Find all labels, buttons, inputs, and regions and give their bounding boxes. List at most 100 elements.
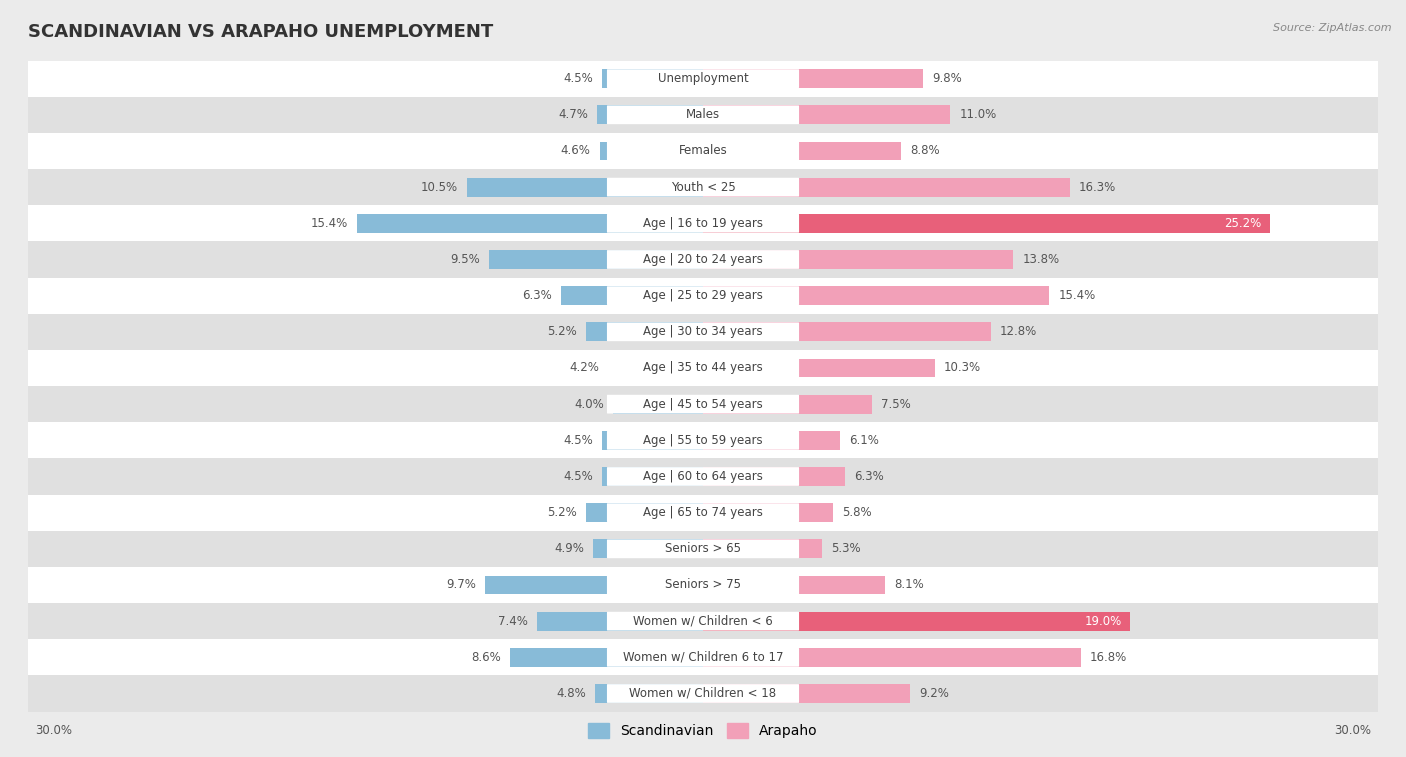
- Text: 16.8%: 16.8%: [1090, 651, 1128, 664]
- Bar: [28, 350, 1378, 386]
- Bar: [703, 394, 872, 413]
- Text: 5.8%: 5.8%: [842, 506, 872, 519]
- FancyBboxPatch shape: [607, 142, 799, 160]
- Text: 9.7%: 9.7%: [446, 578, 475, 591]
- FancyBboxPatch shape: [607, 178, 799, 197]
- Bar: [509, 648, 703, 667]
- Bar: [703, 540, 823, 558]
- Text: 7.5%: 7.5%: [880, 397, 911, 410]
- Bar: [561, 286, 703, 305]
- Text: 5.2%: 5.2%: [547, 326, 576, 338]
- Bar: [537, 612, 703, 631]
- Bar: [28, 603, 1378, 639]
- Text: Age | 55 to 59 years: Age | 55 to 59 years: [643, 434, 763, 447]
- Bar: [593, 540, 703, 558]
- Bar: [703, 431, 841, 450]
- FancyBboxPatch shape: [607, 503, 799, 522]
- Bar: [703, 105, 950, 124]
- Text: Seniors > 65: Seniors > 65: [665, 542, 741, 556]
- Bar: [602, 467, 703, 486]
- Text: Age | 25 to 29 years: Age | 25 to 29 years: [643, 289, 763, 302]
- FancyBboxPatch shape: [607, 575, 799, 594]
- Bar: [28, 386, 1378, 422]
- Text: 4.9%: 4.9%: [554, 542, 583, 556]
- Text: Age | 20 to 24 years: Age | 20 to 24 years: [643, 253, 763, 266]
- Bar: [28, 133, 1378, 169]
- Bar: [28, 169, 1378, 205]
- Text: 16.3%: 16.3%: [1078, 181, 1116, 194]
- Bar: [703, 359, 935, 378]
- Bar: [703, 467, 845, 486]
- FancyBboxPatch shape: [607, 214, 799, 232]
- Bar: [703, 178, 1070, 197]
- Bar: [28, 531, 1378, 567]
- Text: 5.2%: 5.2%: [547, 506, 576, 519]
- Bar: [586, 322, 703, 341]
- Bar: [602, 69, 703, 88]
- Text: 7.4%: 7.4%: [498, 615, 527, 628]
- Text: 4.0%: 4.0%: [574, 397, 605, 410]
- Bar: [703, 250, 1014, 269]
- FancyBboxPatch shape: [607, 70, 799, 88]
- Text: Unemployment: Unemployment: [658, 72, 748, 85]
- Text: 4.6%: 4.6%: [561, 145, 591, 157]
- Text: SCANDINAVIAN VS ARAPAHO UNEMPLOYMENT: SCANDINAVIAN VS ARAPAHO UNEMPLOYMENT: [28, 23, 494, 41]
- Bar: [28, 61, 1378, 97]
- Bar: [28, 459, 1378, 494]
- Text: 5.3%: 5.3%: [831, 542, 860, 556]
- FancyBboxPatch shape: [607, 359, 799, 377]
- Bar: [28, 313, 1378, 350]
- Bar: [703, 214, 1270, 232]
- Bar: [703, 612, 1130, 631]
- Text: Women w/ Children < 6: Women w/ Children < 6: [633, 615, 773, 628]
- Bar: [28, 567, 1378, 603]
- Text: Age | 60 to 64 years: Age | 60 to 64 years: [643, 470, 763, 483]
- Bar: [485, 575, 703, 594]
- Text: Age | 30 to 34 years: Age | 30 to 34 years: [643, 326, 763, 338]
- Legend: Scandinavian, Arapaho: Scandinavian, Arapaho: [582, 718, 824, 743]
- Text: 30.0%: 30.0%: [1334, 724, 1371, 737]
- Text: Age | 16 to 19 years: Age | 16 to 19 years: [643, 217, 763, 230]
- Text: 10.3%: 10.3%: [943, 362, 981, 375]
- Bar: [28, 675, 1378, 712]
- Bar: [28, 639, 1378, 675]
- FancyBboxPatch shape: [607, 250, 799, 269]
- Bar: [703, 286, 1049, 305]
- Bar: [703, 142, 901, 160]
- Bar: [598, 105, 703, 124]
- Bar: [467, 178, 703, 197]
- Text: 4.7%: 4.7%: [558, 108, 588, 121]
- FancyBboxPatch shape: [607, 467, 799, 486]
- Text: 8.8%: 8.8%: [910, 145, 939, 157]
- FancyBboxPatch shape: [607, 322, 799, 341]
- Text: Age | 65 to 74 years: Age | 65 to 74 years: [643, 506, 763, 519]
- FancyBboxPatch shape: [607, 431, 799, 450]
- Text: 11.0%: 11.0%: [959, 108, 997, 121]
- Bar: [613, 394, 703, 413]
- Text: 4.5%: 4.5%: [562, 470, 593, 483]
- Text: Youth < 25: Youth < 25: [671, 181, 735, 194]
- Text: 6.1%: 6.1%: [849, 434, 879, 447]
- FancyBboxPatch shape: [607, 648, 799, 667]
- Bar: [703, 575, 886, 594]
- Bar: [586, 503, 703, 522]
- Text: 10.5%: 10.5%: [420, 181, 458, 194]
- Text: Males: Males: [686, 108, 720, 121]
- Bar: [703, 684, 910, 703]
- Bar: [28, 241, 1378, 278]
- FancyBboxPatch shape: [607, 105, 799, 124]
- Text: Females: Females: [679, 145, 727, 157]
- FancyBboxPatch shape: [607, 684, 799, 702]
- Text: Women w/ Children < 18: Women w/ Children < 18: [630, 687, 776, 700]
- Text: 4.2%: 4.2%: [569, 362, 599, 375]
- Bar: [28, 278, 1378, 313]
- Bar: [489, 250, 703, 269]
- Text: 4.5%: 4.5%: [562, 72, 593, 85]
- FancyBboxPatch shape: [607, 286, 799, 305]
- Text: 6.3%: 6.3%: [853, 470, 883, 483]
- Text: 8.6%: 8.6%: [471, 651, 501, 664]
- Text: 19.0%: 19.0%: [1084, 615, 1122, 628]
- Text: 13.8%: 13.8%: [1022, 253, 1060, 266]
- Text: 25.2%: 25.2%: [1223, 217, 1261, 230]
- FancyBboxPatch shape: [607, 395, 799, 413]
